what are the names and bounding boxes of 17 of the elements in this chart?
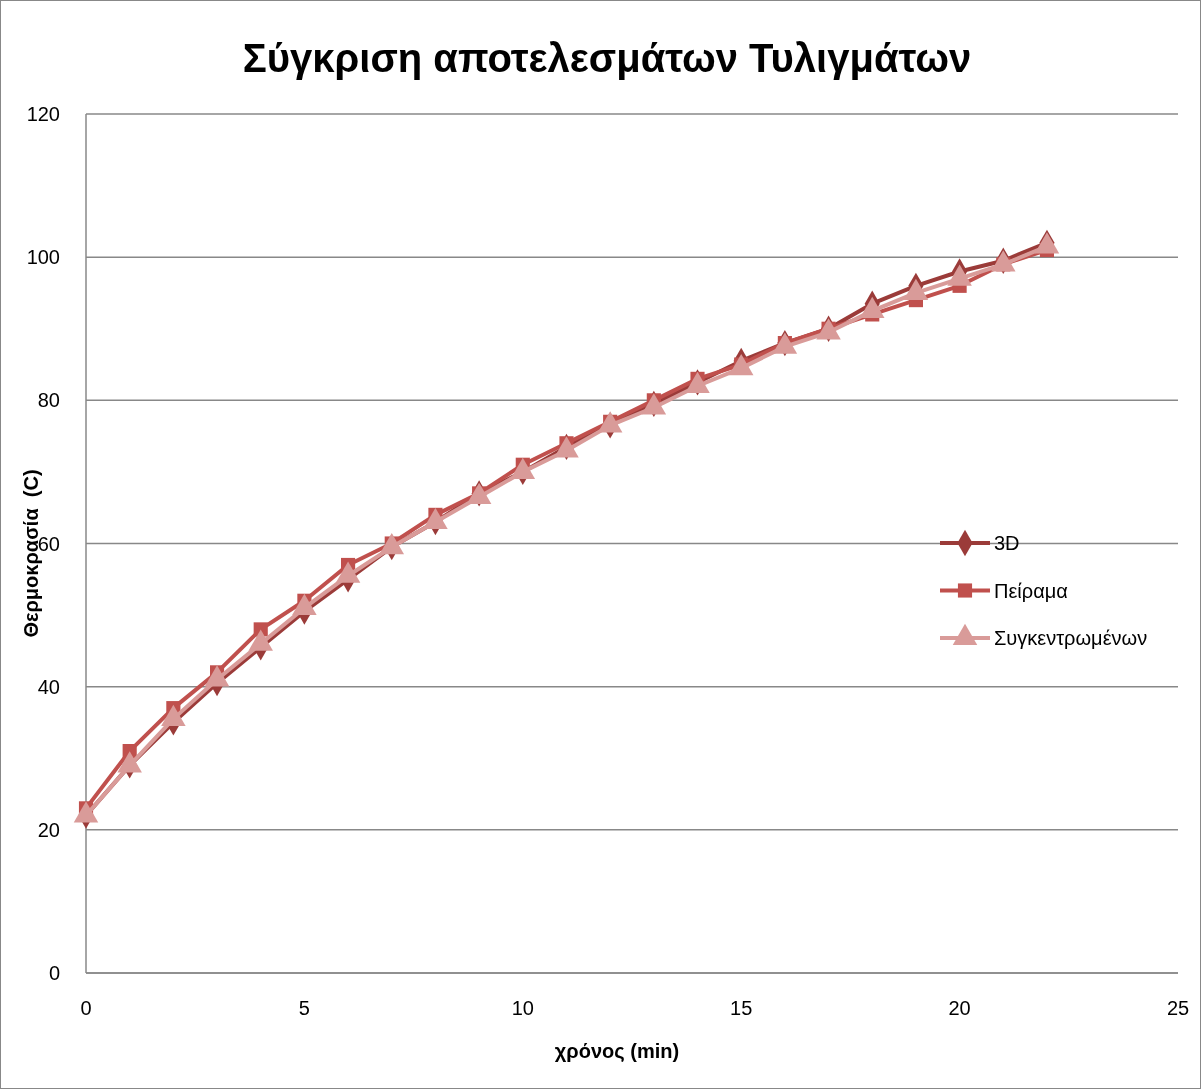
y-tick-label: 120 [26, 103, 60, 125]
x-axis-title: χρόνος (min) [554, 1040, 680, 1062]
y-tick-label: 0 [48, 962, 60, 984]
x-tick-label: 10 [511, 997, 534, 1019]
x-tick-label: 0 [80, 997, 92, 1019]
legend-label: 3D [994, 532, 1020, 554]
y-tick-label: 40 [37, 675, 60, 698]
x-tick-label: 20 [948, 997, 971, 1019]
y-tick-label: 100 [26, 246, 60, 269]
x-tick-label: 5 [298, 997, 310, 1019]
x-tick-label: 15 [730, 997, 753, 1019]
y-tick-label: 80 [37, 389, 60, 412]
legend-label: Πείραμα [994, 579, 1068, 602]
y-tick-label: 20 [37, 818, 60, 841]
x-tick-label: 25 [1166, 997, 1190, 1019]
chart-title: Σύγκριση αποτελεσμάτων Τυλιγμάτων [242, 36, 972, 80]
legend-label: Συγκεντρωμένων [994, 627, 1148, 649]
